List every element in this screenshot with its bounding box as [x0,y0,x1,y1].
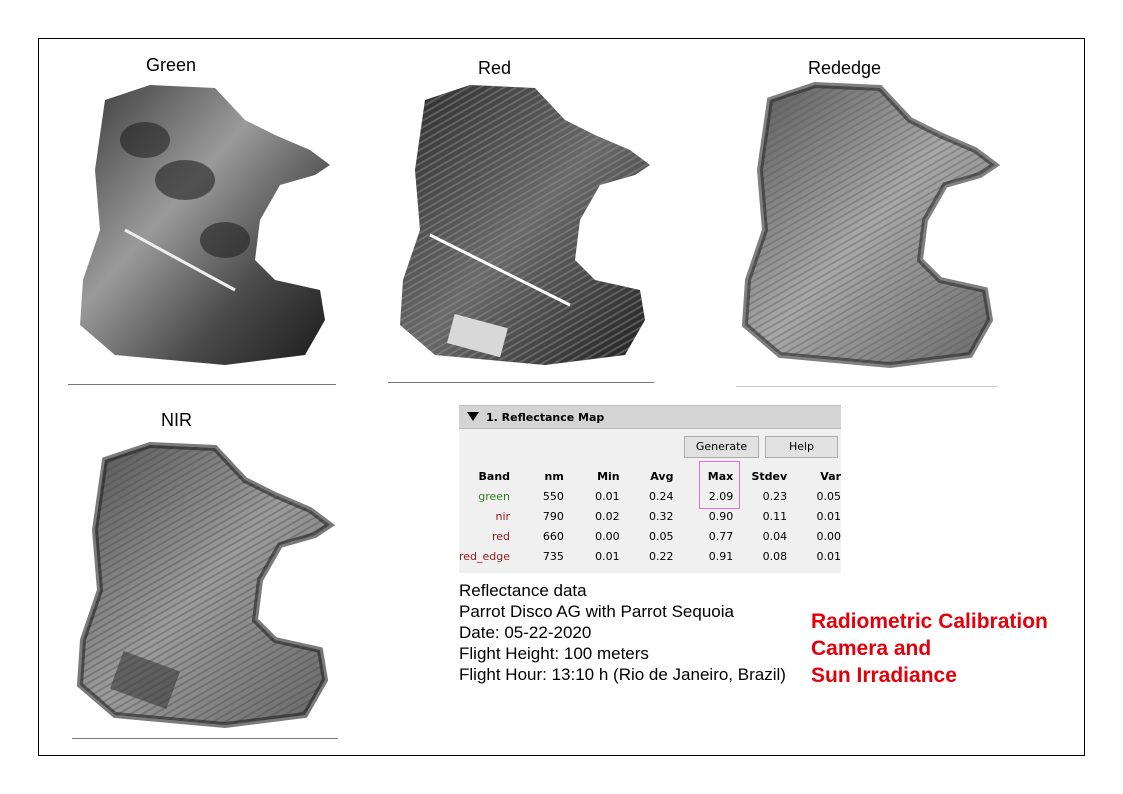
var-cell: 0.01 [816,509,842,523]
calibration-line-1: Radiometric Calibration [811,610,1048,633]
col-avg: Avg [650,469,674,483]
band-cell: nir [495,509,511,523]
avg-cell: 0.24 [648,489,674,503]
help-button[interactable]: Help [765,436,838,458]
nm-cell: 660 [542,529,564,543]
green-band-title: Green [146,55,197,75]
var-cell: 0.05 [816,489,842,503]
calibration-line-2: Camera and [811,637,932,660]
stdev-cell: 0.04 [762,529,788,543]
col-min: Min [597,469,620,483]
nm-cell: 550 [542,489,564,503]
band-cell: red [492,529,511,543]
nir-band-title: NIR [161,410,192,430]
stdev-cell: 0.11 [762,509,788,523]
figure-frame [38,38,1085,756]
reflectance-map-panel: 1. Reflectance Map Generate Help Band nm… [459,405,841,573]
rededge-baseline [736,386,998,387]
max-cell: 2.09 [708,489,734,503]
max-cell: 0.90 [708,509,734,523]
max-highlight-box [699,461,740,509]
var-cell: 0.00 [816,529,842,543]
table-row: nir 790 0.02 0.32 0.90 0.11 0.01 [459,506,841,526]
rededge-band-image [741,81,1001,369]
var-cell: 0.01 [816,549,842,563]
generate-button[interactable]: Generate [684,436,759,458]
table-row: red_edge 735 0.01 0.22 0.91 0.08 0.01 [459,546,841,566]
col-nm: nm [544,469,564,483]
info-line-title: Reflectance data [459,581,587,600]
stdev-cell: 0.08 [762,549,788,563]
col-band: Band [478,469,511,483]
avg-cell: 0.22 [648,549,674,563]
min-cell: 0.01 [595,489,620,503]
avg-cell: 0.32 [648,509,674,523]
info-line-platform: Parrot Disco AG with Parrot Sequoia [459,602,734,621]
collapse-triangle-icon[interactable] [467,412,479,421]
calibration-label: Radiometric Calibration Camera and Sun I… [811,608,1048,689]
col-var: Var [820,469,841,483]
avg-cell: 0.05 [648,529,674,543]
nir-band-image [76,441,336,729]
green-baseline [68,384,336,385]
nm-cell: 790 [542,509,564,523]
min-cell: 0.00 [595,529,620,543]
max-cell: 0.91 [708,549,734,563]
flight-info: Reflectance data Parrot Disco AG with Pa… [459,580,786,685]
red-baseline [388,382,654,383]
table-row: red 660 0.00 0.05 0.77 0.04 0.00 [459,526,841,546]
min-cell: 0.02 [595,509,620,523]
max-cell: 0.77 [708,529,734,543]
col-stdev: Stdev [751,469,788,483]
table-header-row: Band nm Min Avg Max Stdev Var [459,466,841,486]
info-line-height: Flight Height: 100 meters [459,644,649,663]
nm-cell: 735 [542,549,564,563]
reflectance-table: Band nm Min Avg Max Stdev Var green 550 … [459,466,841,566]
col-max: Max [707,469,734,483]
nir-baseline [72,738,338,739]
band-cell: green [478,489,511,503]
red-band-image [400,85,650,365]
panel-title: 1. Reflectance Map [486,411,605,424]
green-band-image [80,85,330,365]
red-band-title: Red [478,58,512,78]
stdev-cell: 0.23 [762,489,788,503]
info-line-hour: Flight Hour: 13:10 h (Rio de Janeiro, Br… [459,665,786,684]
table-row: green 550 0.01 0.24 2.09 0.23 0.05 [459,486,841,506]
calibration-line-3: Sun Irradiance [811,664,957,687]
rededge-band-title: Rededge [808,58,882,78]
info-line-date: Date: 05-22-2020 [459,623,592,642]
band-cell: red_edge [459,549,511,563]
panel-header[interactable]: 1. Reflectance Map [459,405,841,429]
min-cell: 0.01 [595,549,620,563]
